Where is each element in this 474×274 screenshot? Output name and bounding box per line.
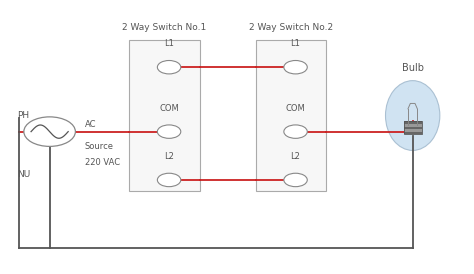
Text: 2 Way Switch No.2: 2 Way Switch No.2: [249, 23, 333, 32]
Text: AC: AC: [85, 120, 96, 129]
Bar: [404, 132, 421, 134]
Text: 2 Way Switch No.1: 2 Way Switch No.1: [122, 23, 207, 32]
Circle shape: [284, 61, 307, 74]
Text: L2: L2: [164, 152, 174, 161]
Circle shape: [284, 125, 307, 138]
Ellipse shape: [385, 81, 440, 150]
Text: PH: PH: [17, 111, 29, 120]
Circle shape: [157, 61, 181, 74]
Text: Source: Source: [85, 142, 114, 151]
Bar: [404, 127, 421, 129]
Bar: [129, 40, 200, 191]
Bar: [404, 121, 421, 134]
Bar: [404, 129, 421, 132]
Bar: [256, 40, 326, 191]
Circle shape: [157, 125, 181, 138]
Text: 220 VAC: 220 VAC: [85, 158, 120, 167]
Text: L1: L1: [291, 39, 301, 48]
Text: L2: L2: [291, 152, 301, 161]
Circle shape: [284, 173, 307, 187]
Text: COM: COM: [286, 104, 305, 113]
Text: Bulb: Bulb: [401, 62, 424, 73]
Text: L1: L1: [164, 39, 174, 48]
Circle shape: [157, 173, 181, 187]
Text: COM: COM: [159, 104, 179, 113]
Text: NU: NU: [17, 170, 30, 179]
Bar: [404, 124, 421, 127]
Circle shape: [24, 117, 75, 146]
Bar: [404, 121, 421, 124]
